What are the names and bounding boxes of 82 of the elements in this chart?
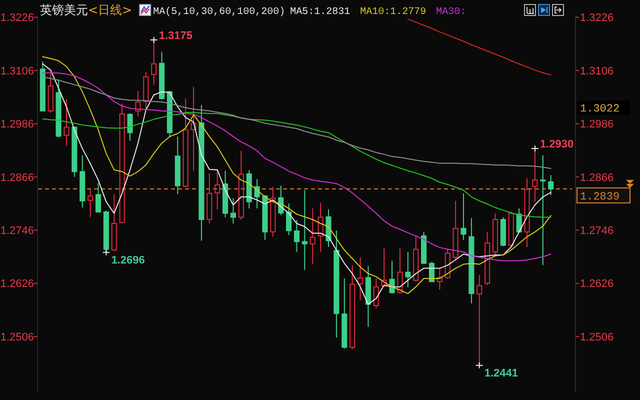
candlestick — [421, 231, 427, 264]
y2-tick-label: 1.2986 — [580, 118, 614, 131]
candlestick — [286, 203, 292, 236]
annotation: 1.2441 — [484, 367, 518, 380]
candlestick — [190, 86, 196, 172]
candlestick — [262, 194, 268, 240]
candlestick — [174, 136, 180, 195]
candlestick — [540, 154, 546, 266]
candlestick — [444, 248, 450, 280]
candlestick — [230, 198, 236, 224]
annotation: 1.2930 — [540, 138, 574, 151]
candlestick — [119, 102, 125, 224]
candlestick — [182, 98, 188, 188]
candlestick — [373, 278, 379, 309]
candlestick — [222, 170, 228, 218]
candlestick — [88, 188, 94, 218]
y-tick-label: 1.2506 — [0, 331, 34, 344]
chart-subtitle: <日线> — [88, 3, 132, 17]
candlestick — [238, 150, 244, 220]
candlestick — [342, 278, 348, 350]
text: MA30: — [436, 7, 466, 18]
candlestick — [397, 248, 403, 294]
y-tick-label: 1.2866 — [0, 172, 34, 184]
y-tick-label: 1.2626 — [0, 278, 34, 290]
candlestick — [214, 168, 220, 210]
y-tick-label: 1.2986 — [0, 118, 34, 131]
candlestick — [206, 172, 212, 224]
candlestick — [381, 248, 387, 288]
candlestick — [500, 216, 506, 247]
candlestick — [468, 218, 474, 304]
text: MA5:1.2831 — [290, 7, 350, 18]
candlestick — [484, 231, 490, 286]
candlestick — [72, 126, 78, 178]
y2-tick-label: 1.2866 — [580, 172, 614, 184]
annotation: 1.2696 — [111, 254, 145, 266]
candlestick — [492, 212, 498, 258]
candlestick — [318, 202, 324, 252]
candlestick — [548, 174, 554, 196]
candlestick — [95, 182, 102, 212]
y2-tick-label: 1.2746 — [580, 224, 614, 237]
candlestick — [365, 266, 371, 328]
text: MA10:1.2779 — [360, 7, 426, 18]
candlestick — [270, 186, 276, 238]
candlestick — [452, 200, 458, 260]
text: 1.3022 — [580, 104, 620, 116]
candlestick — [80, 154, 86, 208]
y2-tick-label: 1.3226 — [580, 12, 614, 24]
candlestick — [357, 256, 364, 301]
candlestick — [294, 219, 300, 252]
candlestick — [302, 190, 308, 271]
candlestick — [56, 78, 62, 138]
candlestick — [40, 61, 46, 112]
candlestick — [254, 178, 260, 209]
candlestick — [64, 98, 70, 146]
annotation: 1.3175 — [158, 30, 192, 42]
legend-title: MA(5,10,30,60,100,200) — [153, 6, 286, 18]
chart-title: 英镑美元 — [40, 3, 88, 17]
candlestick — [334, 230, 340, 338]
candlestick — [310, 208, 316, 265]
y2-tick-label: 1.2506 — [580, 331, 614, 344]
candlestick — [135, 90, 141, 118]
candlestick — [48, 72, 54, 114]
candlestick — [460, 192, 466, 240]
ref-line-label: 1.2839 — [580, 191, 620, 204]
candlestick — [127, 112, 133, 142]
y-tick-label: 1.3226 — [0, 12, 34, 24]
y2-tick-label: 1.3106 — [580, 65, 614, 78]
candlestick — [508, 211, 514, 248]
y-tick-label: 1.2746 — [0, 224, 34, 237]
y-tick-label: 1.3106 — [0, 65, 34, 78]
candlestick — [413, 234, 419, 282]
candlestick — [524, 178, 530, 248]
candlestick — [246, 170, 252, 209]
candlestick — [436, 268, 442, 290]
candlestick — [111, 194, 117, 252]
candlestick — [350, 264, 356, 350]
candlestick — [143, 71, 149, 110]
line-series — [407, 18, 552, 76]
candlestick — [405, 251, 411, 288]
candlestick — [158, 51, 165, 100]
y2-tick-label: 1.2626 — [580, 278, 614, 290]
candlestick — [198, 104, 204, 242]
